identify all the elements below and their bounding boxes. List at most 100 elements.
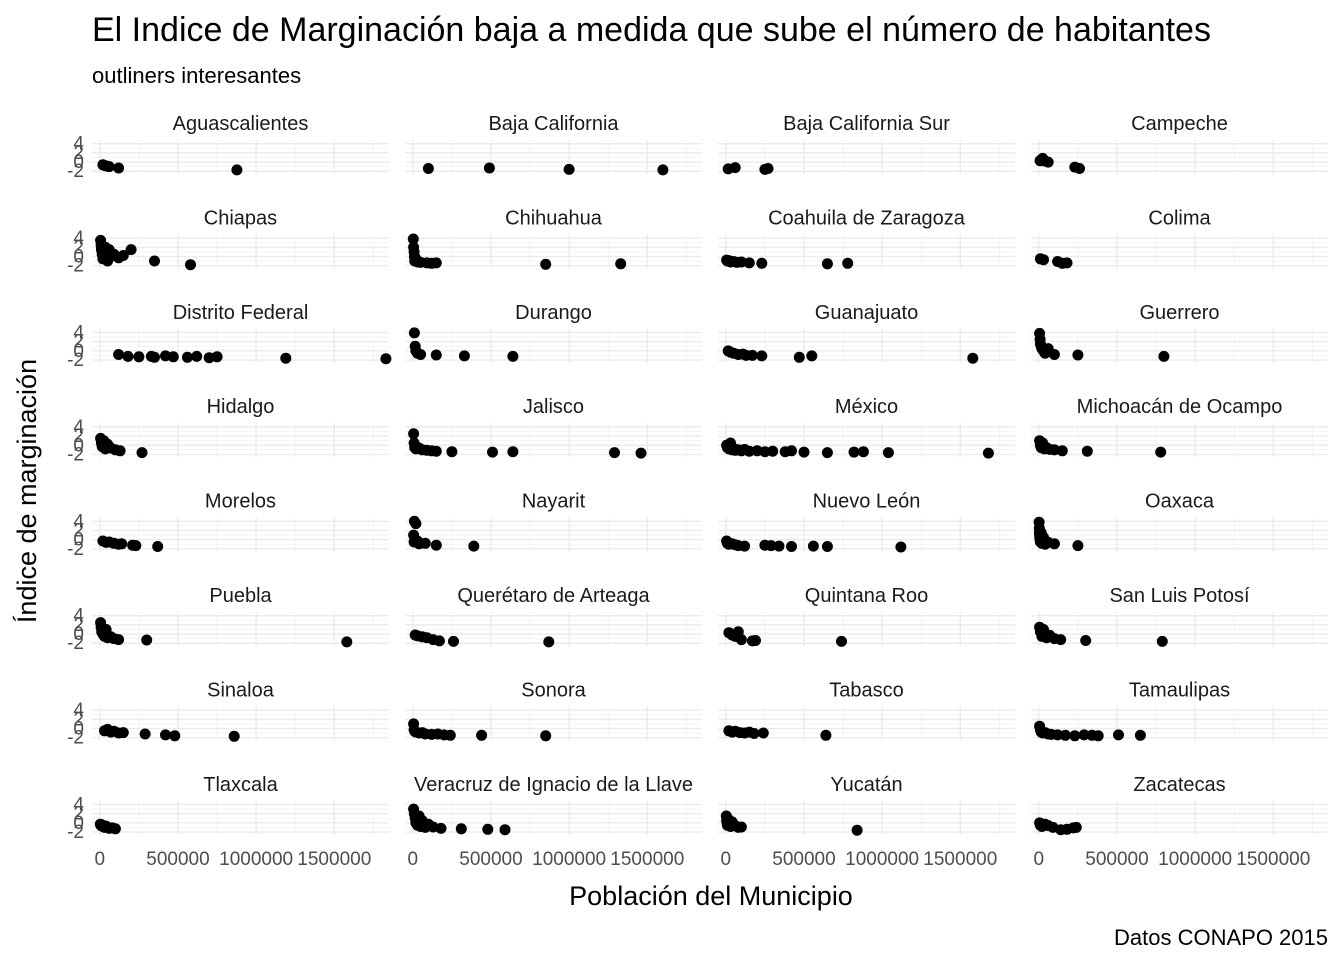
x-tick-label: 1500000 [610,849,684,870]
y-tick-label: 0 [73,246,84,267]
data-point [756,257,768,269]
facet-strip-label: Zacatecas [1133,774,1225,796]
x-tick-label: 1000000 [1158,849,1232,870]
chart-title: El Indice de Marginación baja a medida q… [92,11,1211,49]
data-point [798,446,810,458]
data-point [851,824,863,836]
data-point [1061,257,1073,269]
facet-panel: Querétaro de Arteaga [405,585,702,648]
data-point [231,164,243,176]
y-tick-label: -2 [67,161,84,182]
facet-strip-label: Chihuahua [505,207,603,229]
data-point [982,447,994,459]
x-tick-label: 1000000 [845,849,919,870]
data-point [113,349,125,360]
data-point [408,327,420,339]
data-point [419,537,431,549]
data-point [857,446,869,458]
chart-caption: Datos CONAPO 2015 [1114,925,1328,950]
data-point [149,255,160,267]
data-point [750,635,761,646]
facet-strip-label: Durango [515,302,592,324]
x-tick-label: 0 [408,849,419,870]
data-point [773,540,785,552]
x-tick-label: 500000 [772,849,835,870]
data-point [1072,349,1084,361]
data-point [141,634,153,646]
data-point [136,447,148,459]
y-tick-label: -2 [67,256,84,277]
data-point [435,822,447,834]
facet-strip-label: Nayarit [522,491,586,513]
data-point [483,162,495,174]
chart-subtitle: outliners interesantes [92,63,301,88]
data-point [1113,729,1124,741]
data-point [116,538,128,550]
data-point [615,258,627,270]
facet-strip-label: Michoacán de Ocampo [1077,396,1283,418]
data-point [125,244,137,256]
data-point [1092,730,1104,742]
x-tick-label: 1000000 [532,849,606,870]
data-point [130,540,142,552]
y-tick-label: -2 [67,728,84,749]
x-tick-label: 500000 [1085,849,1148,870]
data-point [139,728,151,740]
data-point [448,635,459,647]
facet-panel: Campeche [1031,113,1328,174]
data-point [152,541,164,552]
facet-strip-label: Baja California [488,113,619,135]
y-tick-label: 4 [73,606,84,627]
facet-strip-label: Hidalgo [207,396,275,418]
data-point [735,821,747,833]
facet-panel: Coahuila de Zaragoza [718,207,1015,270]
data-point [507,350,519,362]
data-point [446,446,458,458]
data-point [122,350,134,362]
facet-strip-label: Campeche [1131,113,1228,135]
x-tick-label: 1500000 [297,849,371,870]
facet-strip-label: Tamaulipas [1129,679,1230,701]
y-tick-label: 2 [73,804,84,825]
data-point [657,164,669,176]
data-point [848,446,860,458]
facet-strip-label: Jalisco [523,396,584,418]
data-point [1155,446,1167,458]
facet-panel: Guerrero [1031,302,1328,363]
data-point [748,728,760,739]
facet-panel: Zacatecas [1031,774,1328,836]
data-point [430,539,442,551]
data-point [806,350,818,362]
y-tick-label: -2 [67,444,84,465]
y-tick-label: -2 [67,350,84,371]
data-point [820,729,832,741]
facet-strip-label: Colima [1148,207,1211,229]
data-point [609,447,620,459]
data-point [430,349,442,361]
y-tick-label: 0 [73,813,84,834]
y-tick-label: 2 [73,615,84,636]
x-tick-label: 0 [721,849,732,870]
facet-strip-label: Nuevo León [813,491,921,513]
y-tick-label: 2 [73,143,84,164]
facet-strip-label: Guerrero [1139,302,1219,324]
facet-panel: Michoacán de Ocampo [1031,396,1328,458]
x-tick-label: 0 [1034,849,1045,870]
data-point [895,541,907,553]
data-point [191,350,203,362]
y-tick-label: -2 [67,633,84,654]
data-point [762,163,774,174]
facet-strip-label: Sonora [521,679,586,701]
x-axis-label: Población del Municipio [569,881,853,911]
y-tick-label: 2 [73,332,84,353]
data-point [167,351,179,363]
facet-panel: Baja California Sur [718,113,1015,175]
data-point [1048,538,1060,550]
facet-panel: Sonora [405,679,702,742]
